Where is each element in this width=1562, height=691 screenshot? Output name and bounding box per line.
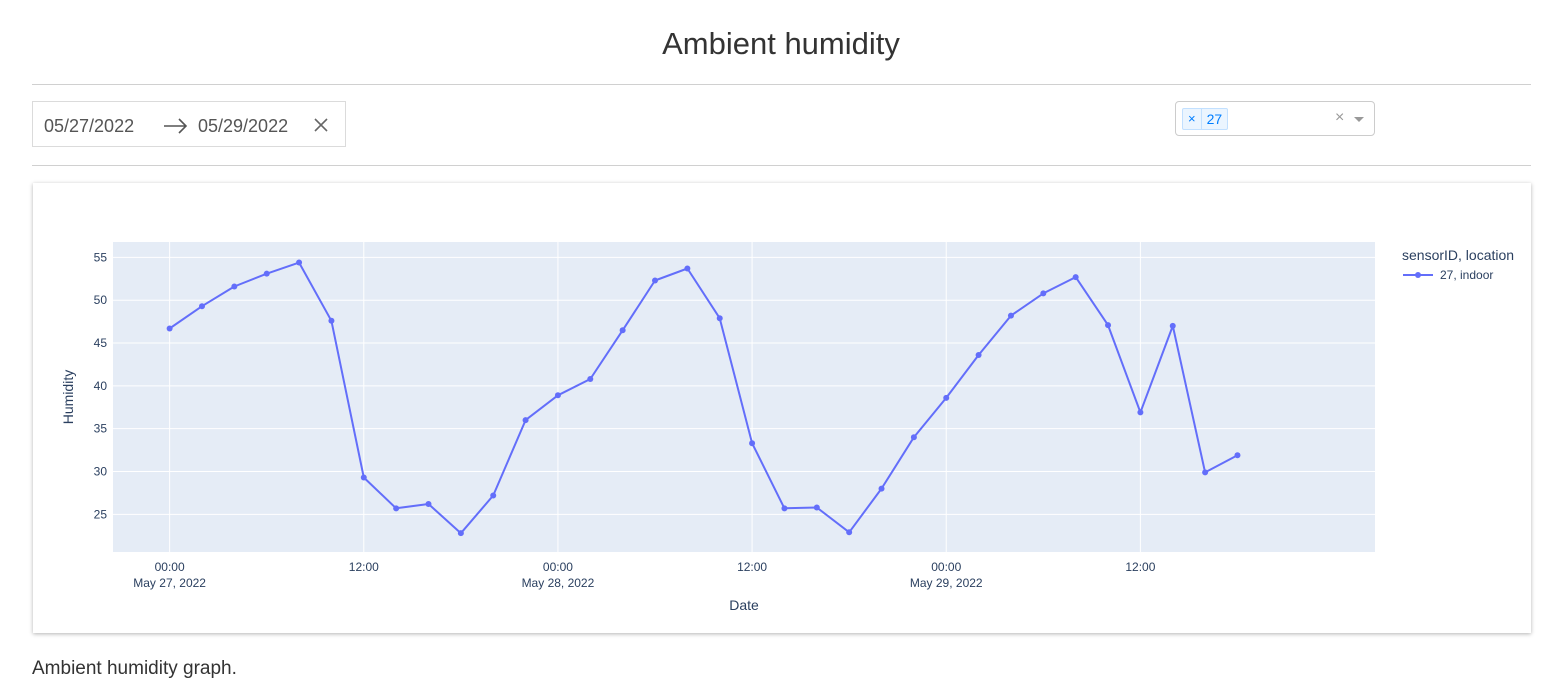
x-tick-label: 12:00 (1125, 560, 1155, 574)
date-range-picker[interactable]: 05/27/2022 05/29/2022 (32, 101, 346, 147)
page-title: Ambient humidity (662, 26, 900, 61)
close-icon[interactable] (313, 117, 329, 138)
data-point (1137, 409, 1144, 416)
legend-title: sensorID, location (1402, 247, 1514, 263)
y-axis-title: Humidity (60, 370, 76, 424)
data-point (457, 530, 464, 537)
data-point (166, 325, 173, 332)
data-point (328, 317, 335, 324)
data-point (263, 270, 270, 277)
data-point (393, 505, 400, 512)
y-tick-label: 45 (94, 336, 108, 350)
x-tick-label: 12:00 (737, 560, 767, 574)
data-point (1040, 290, 1047, 297)
data-point (1234, 452, 1241, 459)
y-tick-label: 40 (94, 379, 108, 393)
data-point (587, 376, 594, 383)
data-point (1202, 469, 1209, 476)
data-point (1169, 322, 1176, 329)
legend-marker (1415, 272, 1421, 278)
data-point (522, 417, 529, 424)
y-tick-label: 30 (94, 465, 108, 479)
x-tick-label: 00:00 (543, 560, 573, 574)
controls-divider (32, 165, 1531, 166)
y-tick-label: 35 (94, 422, 108, 436)
data-point (490, 492, 497, 499)
data-point (846, 529, 853, 536)
series-line (169, 261, 1238, 535)
select-clear-icon[interactable]: × (1335, 109, 1345, 126)
data-point (554, 392, 561, 399)
data-point (716, 315, 723, 322)
y-tick-label: 25 (94, 507, 108, 521)
x-axis-title: Date (729, 597, 759, 613)
arrow-right-icon (163, 117, 189, 140)
x-tick-label: 00:00 (931, 560, 961, 574)
data-point (975, 352, 982, 359)
humidity-chart: 25 30 35 40 45 50 55 00:00 May 27, 2022 12:00 00:0… (60, 242, 1514, 613)
data-point (296, 259, 303, 266)
data-point (425, 501, 432, 508)
x-tick-date-label: May 29, 2022 (910, 576, 983, 590)
sensor-tag: × 27 (1182, 108, 1229, 130)
data-point (1007, 312, 1014, 319)
start-date-input[interactable]: 05/27/2022 (44, 116, 135, 136)
data-point (684, 265, 691, 272)
data-point (910, 434, 917, 441)
chart-card: 25 30 35 40 45 50 55 00:00 May 27, 2022 12:00 00:0… (33, 183, 1531, 633)
data-point (878, 485, 885, 492)
legend-item-label: 27, indoor (1440, 268, 1493, 282)
data-point (231, 283, 238, 290)
data-point (749, 440, 756, 447)
data-point (619, 327, 626, 334)
x-tick-label: 12:00 (349, 560, 379, 574)
end-date-input[interactable]: 05/29/2022 (198, 116, 289, 136)
x-tick-date-label: May 27, 2022 (133, 576, 206, 590)
data-point (781, 505, 788, 512)
data-point (360, 474, 367, 481)
x-tick-date-label: May 28, 2022 (522, 576, 595, 590)
sensor-tag-label: 27 (1206, 111, 1223, 127)
data-point (1105, 322, 1112, 329)
data-point (652, 277, 659, 284)
tag-remove-icon[interactable]: × (1183, 109, 1202, 129)
data-point (813, 504, 820, 511)
sensor-select[interactable]: × 27 × (1175, 101, 1375, 136)
x-tick-label: 00:00 (155, 560, 185, 574)
data-point (198, 303, 205, 310)
plot-area (113, 242, 1375, 552)
y-tick-label: 55 (94, 250, 108, 264)
data-point (943, 394, 950, 401)
header-divider (32, 84, 1531, 85)
caret-down-icon[interactable] (1354, 117, 1364, 122)
data-point (1072, 274, 1079, 281)
chart-caption: Ambient humidity graph. (32, 658, 237, 679)
y-tick-label: 50 (94, 293, 108, 307)
